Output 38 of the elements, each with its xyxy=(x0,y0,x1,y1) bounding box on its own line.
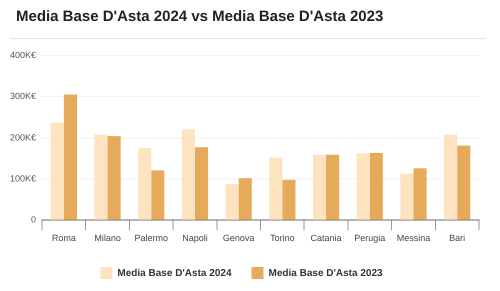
bar xyxy=(194,147,208,220)
x-tick-label: Roma xyxy=(52,233,76,244)
bar xyxy=(457,146,470,220)
chart-title: Media Base D'Asta 2024 vs Media Base D'Asta 2023 xyxy=(16,8,384,25)
y-tick-label: 300K€ xyxy=(10,91,36,102)
y-tick-label: 200K€ xyxy=(10,132,36,142)
x-tick-label: Milano xyxy=(94,233,121,244)
bar xyxy=(64,94,77,220)
bar xyxy=(50,122,64,220)
bar xyxy=(312,154,326,220)
bar xyxy=(238,178,252,220)
bar xyxy=(326,154,340,220)
x-tick-label: Torino xyxy=(270,233,295,244)
legend-label: Media Base D'Asta 2024 xyxy=(117,268,232,279)
bar xyxy=(138,148,152,220)
y-tick-label: 400K€ xyxy=(10,50,36,60)
bar xyxy=(400,174,414,220)
bar xyxy=(269,158,282,220)
x-tick-label: Messina xyxy=(396,233,430,244)
x-tick-label: Napoli xyxy=(182,233,208,244)
bar xyxy=(444,134,458,220)
bar xyxy=(370,153,383,220)
x-tick-label: Palermo xyxy=(134,233,168,244)
legend-label: Media Base D'Asta 2023 xyxy=(268,268,384,279)
bar xyxy=(182,130,195,220)
y-tick-label: 100K€ xyxy=(10,173,36,184)
x-tick-label: Bari xyxy=(449,233,466,244)
y-tick-label: 0 xyxy=(31,214,36,225)
bar xyxy=(356,153,370,220)
bar xyxy=(282,180,296,220)
bar xyxy=(94,134,108,220)
bar xyxy=(151,170,164,220)
bar xyxy=(226,184,239,220)
bar xyxy=(108,136,121,220)
x-tick-label: Catania xyxy=(310,233,342,244)
bar xyxy=(413,168,427,220)
x-tick-label: Perugia xyxy=(354,233,386,244)
x-tick-label: Genova xyxy=(222,233,254,244)
